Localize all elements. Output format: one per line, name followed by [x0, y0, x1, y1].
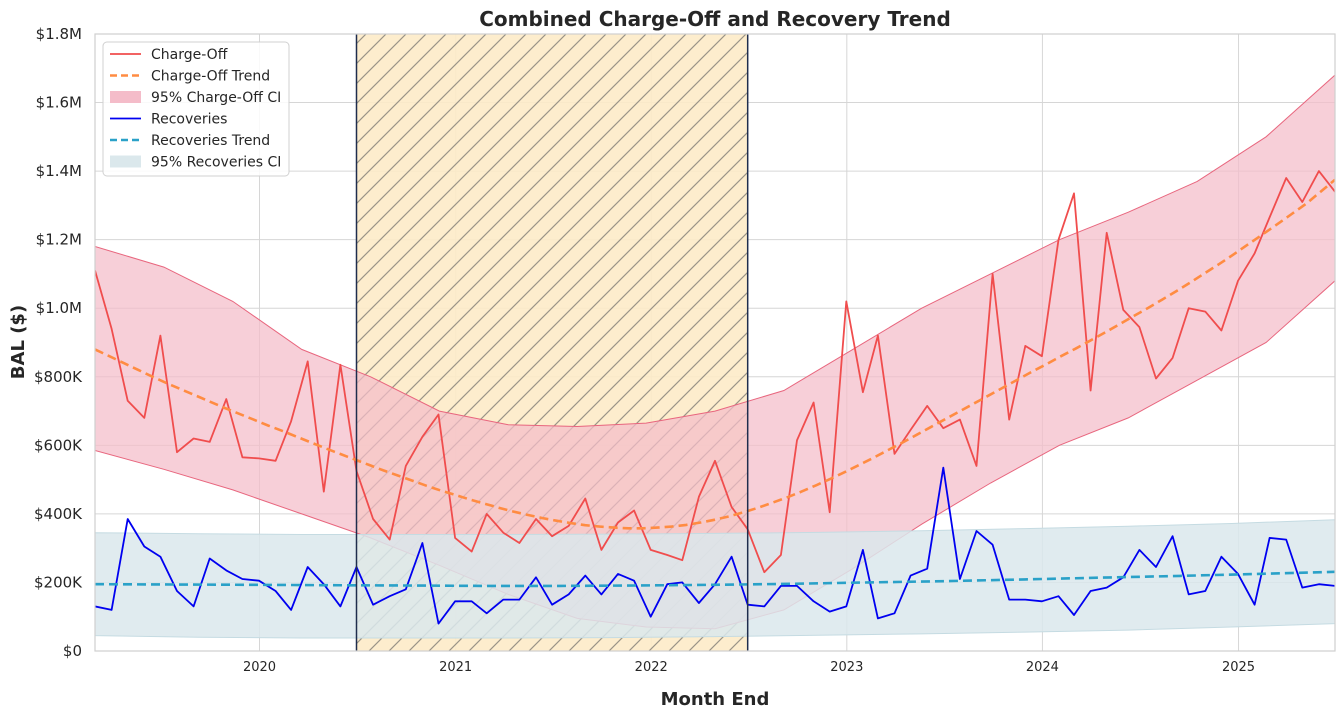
- legend-label-recoveries: Recoveries: [151, 112, 227, 128]
- y-axis-label: BAL ($): [8, 305, 29, 379]
- charge-off-line: [95, 170, 1335, 574]
- legend-label-recoveries-trend: Recoveries Trend: [151, 133, 270, 149]
- series-lines: [95, 170, 1335, 625]
- legend-label-charge-off-trend: Charge-Off Trend: [151, 69, 270, 85]
- chart-title: Combined Charge-Off and Recovery Trend: [479, 7, 951, 31]
- plot-frame: [94, 33, 1336, 652]
- y-tick-label: $1.8M: [36, 25, 82, 43]
- legend-label-charge-off: Charge-Off: [151, 47, 228, 63]
- y-tick-label: $200K: [34, 573, 83, 591]
- y-tick-label: $0: [63, 642, 82, 660]
- y-tick-label: $1.2M: [36, 231, 82, 249]
- y-tick-label: $400K: [34, 505, 83, 523]
- legend-swatch-95-charge-off-ci: [110, 91, 141, 103]
- legend: Charge-Off Charge-Off Trend 95% Charge-Off…: [102, 41, 290, 177]
- x-axis-ticks: 2020 2021 2022 2023 2024 2025: [243, 660, 1255, 675]
- x-tick-label: 2022: [635, 660, 668, 675]
- y-tick-label: $1.6M: [36, 94, 82, 112]
- y-axis-ticks: $0 $200K $400K $600K $800K $1.0M $1.2M $1.4M $1.…: [34, 25, 83, 660]
- recoveries-line: [95, 466, 1335, 625]
- x-tick-label: 2025: [1222, 660, 1255, 675]
- y-tick-label: $800K: [34, 368, 83, 386]
- region-edges: [355, 34, 749, 651]
- x-tick-label: 2020: [243, 660, 276, 675]
- recoveries-trend-line: [95, 570, 1335, 588]
- x-tick-label: 2023: [830, 660, 863, 675]
- legend-label-95-recoveries-ci: 95% Recoveries CI: [151, 155, 281, 171]
- y-tick-label: $1.4M: [36, 162, 82, 180]
- y-tick-label: $1.0M: [36, 299, 82, 317]
- plot-area: [94, 33, 1336, 652]
- y-tick-label: $600K: [34, 436, 83, 454]
- x-tick-label: 2021: [439, 660, 472, 675]
- legend-swatch-95-recoveries-ci: [110, 155, 141, 168]
- x-tick-label: 2024: [1026, 660, 1059, 675]
- charge-off-trend-line: [95, 178, 1335, 530]
- 95-recoveries-ci-band: [95, 519, 1335, 639]
- x-axis-label: Month End: [661, 689, 770, 710]
- confidence-bands: [95, 74, 1335, 639]
- legend-box: [102, 41, 290, 177]
- legend-label-95-charge-off-ci: 95% Charge-Off CI: [151, 90, 281, 106]
